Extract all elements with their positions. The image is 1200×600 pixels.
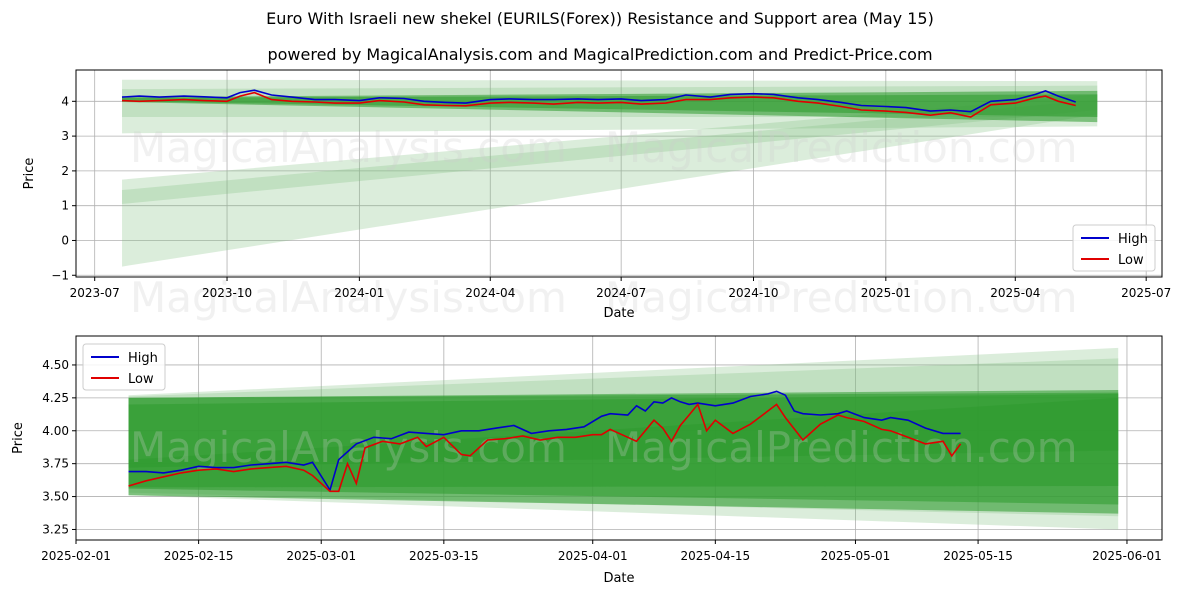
series-line-low bbox=[121, 91, 1076, 118]
chart-title: Euro With Israeli new shekel (EURILS(For… bbox=[266, 9, 934, 28]
y-tick-label: 3.25 bbox=[42, 522, 69, 536]
y-axis-label: Price bbox=[22, 158, 37, 190]
x-tick-label: 2025-03-01 bbox=[286, 549, 356, 563]
y-tick-label: 3.50 bbox=[42, 490, 69, 504]
y-tick-label: 4 bbox=[61, 94, 69, 108]
series-line-high bbox=[128, 390, 961, 492]
plot-frame bbox=[75, 335, 1163, 541]
chart-panel-2: MagicalAnalysis.com MagicalPrediction.com… bbox=[11, 335, 1163, 586]
x-tick-label: 2025-07 bbox=[1121, 286, 1171, 300]
series-line-high bbox=[121, 89, 1076, 113]
x-tick-label: 2025-04 bbox=[990, 286, 1040, 300]
y-tick-label: 3.75 bbox=[42, 457, 69, 471]
x-tick-label: 2024-07 bbox=[596, 286, 646, 300]
x-tick-label: 2023-10 bbox=[202, 286, 252, 300]
watermark-text: MagicalAnalysis.com bbox=[130, 423, 567, 472]
legend-label-high: High bbox=[128, 351, 158, 366]
watermark-text: MagicalPrediction.com bbox=[605, 123, 1078, 172]
chart-panel-1: MagicalAnalysis.com MagicalPrediction.com… bbox=[22, 69, 1171, 322]
x-tick-label: 2025-02-15 bbox=[164, 549, 234, 563]
x-tick-label: 2025-04-01 bbox=[558, 549, 628, 563]
legend-label-low: Low bbox=[128, 372, 154, 387]
support-resistance-band bbox=[128, 397, 1119, 468]
x-tick-label: 2025-06-01 bbox=[1092, 549, 1162, 563]
legend: High Low bbox=[1072, 224, 1156, 272]
y-tick-label: 4.25 bbox=[42, 391, 69, 405]
x-tick-label: 2025-02-01 bbox=[41, 549, 111, 563]
x-tick-label: 2024-10 bbox=[728, 286, 778, 300]
y-tick-label: −1 bbox=[51, 268, 69, 282]
watermark-text: MagicalAnalysis.com bbox=[130, 123, 567, 172]
chart-subtitle: powered by MagicalAnalysis.com and Magic… bbox=[267, 45, 933, 64]
legend-label-low: Low bbox=[1118, 253, 1144, 268]
y-tick-label: 0 bbox=[61, 233, 69, 247]
x-tick-label: 2025-03-15 bbox=[409, 549, 479, 563]
y-tick-label: 3 bbox=[61, 129, 69, 143]
plot-frame bbox=[75, 69, 1163, 278]
x-tick-label: 2023-07 bbox=[70, 286, 120, 300]
watermark-text: MagicalAnalysis.com bbox=[130, 273, 567, 322]
support-resistance-band bbox=[122, 94, 1098, 267]
x-axis-label: Date bbox=[603, 571, 634, 586]
x-tick-label: 2025-05-01 bbox=[821, 549, 891, 563]
y-tick-label: 1 bbox=[61, 199, 69, 213]
watermark-text: MagicalPrediction.com bbox=[605, 423, 1078, 472]
legend-label-high: High bbox=[1118, 232, 1148, 247]
series-line-low bbox=[128, 402, 962, 493]
y-tick-label: 4.50 bbox=[42, 358, 69, 372]
x-tick-label: 2025-04-15 bbox=[680, 549, 750, 563]
support-resistance-band bbox=[122, 99, 1098, 204]
watermark-text: MagicalPrediction.com bbox=[605, 273, 1078, 322]
legend: High Low bbox=[82, 343, 166, 391]
x-tick-label: 2025-01 bbox=[861, 286, 911, 300]
x-tick-label: 2024-04 bbox=[465, 286, 515, 300]
x-axis-label: Date bbox=[603, 306, 634, 321]
y-axis-label: Price bbox=[11, 422, 26, 454]
x-tick-label: 2025-05-15 bbox=[943, 549, 1013, 563]
y-tick-label: 2 bbox=[61, 164, 69, 178]
y-tick-label: 4.00 bbox=[42, 424, 69, 438]
x-tick-label: 2024-01 bbox=[334, 286, 384, 300]
